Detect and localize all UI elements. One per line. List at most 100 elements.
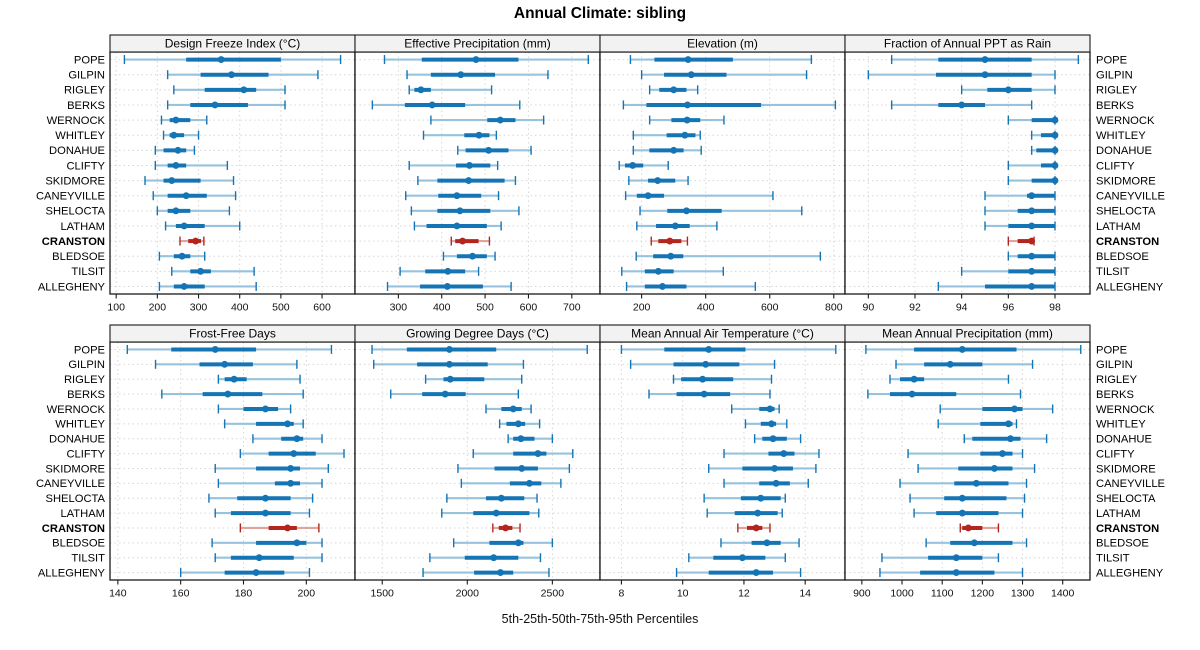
station-label-donahue: DONAHUE bbox=[49, 145, 105, 157]
station-label-cranston: CRANSTON bbox=[1096, 523, 1159, 535]
median-dot bbox=[497, 569, 504, 576]
median-dot bbox=[534, 450, 542, 457]
panel-mean-annual-air-temperature-c: Mean Annual Air Temperature (°C) 8 10 12 14 bbox=[599, 324, 846, 600]
median-dot bbox=[1005, 420, 1012, 428]
interval-gilpin bbox=[867, 70, 1056, 80]
interval-donahue bbox=[1030, 145, 1059, 155]
median-dot bbox=[228, 71, 235, 79]
median-dot bbox=[293, 539, 301, 547]
interval-allegheny bbox=[879, 568, 1024, 578]
station-label-caneyville: CANEYVILLE bbox=[36, 191, 105, 203]
interval-gilpin bbox=[895, 359, 1034, 369]
median-dot bbox=[958, 509, 966, 517]
interval-skidmore bbox=[417, 176, 517, 186]
median-dot bbox=[952, 554, 960, 562]
median-dot bbox=[174, 146, 182, 154]
interval-tilsit bbox=[214, 553, 323, 563]
interval-whitley bbox=[498, 419, 541, 429]
interval-whitley bbox=[937, 419, 1018, 429]
strip-title: Mean Annual Air Temperature (°C) bbox=[631, 327, 814, 341]
interval-rigley bbox=[889, 374, 1010, 384]
station-label-skidmore: SKIDMORE bbox=[45, 463, 105, 475]
median-dot bbox=[654, 267, 662, 275]
station-label-bledsoe: BLEDSOE bbox=[1096, 538, 1149, 550]
interval-clifty bbox=[723, 449, 820, 459]
median-dot bbox=[457, 71, 465, 79]
interval-donahue bbox=[963, 434, 1048, 444]
interval-shelocta bbox=[410, 206, 520, 216]
station-label-tilsit: TILSIT bbox=[71, 266, 105, 278]
station-label-shelocta: SHELOCTA bbox=[1096, 493, 1156, 505]
interval-gilpin bbox=[166, 70, 319, 80]
interval-wernock bbox=[730, 404, 780, 414]
median-dot bbox=[981, 71, 989, 79]
station-label-berks: BERKS bbox=[67, 389, 105, 401]
interval-whitley bbox=[632, 130, 701, 140]
interval-donahue bbox=[753, 434, 802, 444]
median-dot bbox=[211, 101, 219, 109]
x-tick-label: 400 bbox=[433, 302, 451, 314]
station-label-whitley: WHITLEY bbox=[1096, 130, 1146, 142]
median-dot bbox=[444, 267, 452, 275]
interval-allegheny bbox=[937, 281, 1056, 291]
interval-bledsoe bbox=[442, 251, 496, 261]
x-tick-label: 800 bbox=[825, 302, 843, 314]
interval-berks bbox=[622, 100, 837, 110]
median-dot bbox=[446, 360, 453, 368]
panel-growing-degree-days-c: Growing Degree Days (°C) 1500 2000 2500 bbox=[354, 324, 601, 600]
median-dot bbox=[459, 237, 466, 245]
station-label-rigley: RIGLEY bbox=[1096, 374, 1138, 386]
median-dot bbox=[262, 405, 269, 413]
x-tick-label: 8 bbox=[619, 588, 625, 600]
median-dot bbox=[255, 554, 263, 562]
interval-allegheny bbox=[675, 568, 802, 578]
median-dot bbox=[1051, 146, 1059, 154]
interval-clifty bbox=[472, 449, 574, 459]
station-label-donahue: DONAHUE bbox=[49, 434, 105, 446]
station-label-wernock: WERNOCK bbox=[1096, 115, 1155, 127]
median-dot bbox=[252, 569, 260, 576]
station-label-berks: BERKS bbox=[67, 100, 105, 112]
median-dot bbox=[466, 162, 473, 169]
interval-allegheny bbox=[625, 281, 757, 291]
interval-donahue bbox=[252, 434, 323, 444]
median-dot bbox=[1028, 283, 1036, 290]
x-tick-label: 94 bbox=[956, 302, 968, 314]
median-dot bbox=[492, 509, 500, 517]
interval-bledsoe bbox=[158, 251, 206, 261]
median-dot bbox=[262, 494, 269, 502]
median-dot bbox=[172, 162, 180, 169]
median-dot bbox=[472, 56, 480, 63]
interval-shelocta bbox=[208, 493, 314, 503]
interval-rigley bbox=[217, 374, 301, 384]
x-tick-label: 2500 bbox=[541, 588, 565, 600]
chart-title: Annual Climate: sibling bbox=[513, 5, 687, 22]
median-dot bbox=[771, 465, 778, 472]
median-dot bbox=[428, 101, 436, 109]
interval-rigley bbox=[648, 85, 699, 95]
interval-allegheny bbox=[422, 568, 550, 578]
interval-clifty bbox=[154, 160, 229, 170]
x-tick-label: 600 bbox=[520, 302, 538, 314]
interval-clifty bbox=[618, 160, 669, 170]
station-label-shelocta: SHELOCTA bbox=[46, 206, 106, 218]
median-dot bbox=[1028, 222, 1036, 230]
median-dot bbox=[262, 509, 269, 517]
interval-berks bbox=[161, 389, 304, 399]
median-dot bbox=[780, 450, 788, 457]
interval-wernock bbox=[1007, 115, 1059, 125]
x-tick-label: 2000 bbox=[456, 588, 480, 600]
station-label-rigley: RIGLEY bbox=[64, 374, 106, 386]
interval-bledsoe bbox=[211, 538, 323, 548]
median-dot bbox=[514, 420, 522, 428]
interval-allegheny bbox=[386, 281, 512, 291]
station-label-latham: LATHAM bbox=[1096, 508, 1141, 520]
median-dot bbox=[999, 450, 1006, 457]
median-dot bbox=[981, 56, 989, 63]
median-dot bbox=[170, 131, 178, 139]
median-dot bbox=[284, 524, 291, 532]
interval-cranston bbox=[450, 236, 491, 246]
strip-title: Design Freeze Index (°C) bbox=[165, 37, 301, 51]
station-label-pope: POPE bbox=[1096, 344, 1127, 356]
